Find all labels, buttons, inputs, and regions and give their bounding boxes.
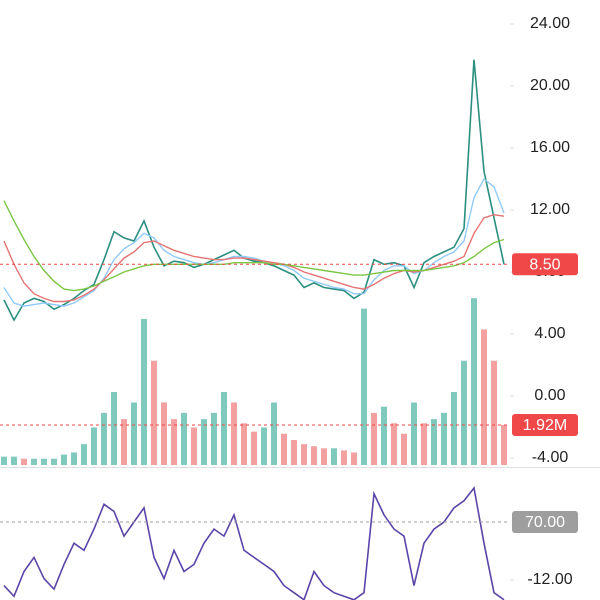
volume-bar <box>191 427 197 465</box>
volume-bar <box>1 456 7 465</box>
marker-label: 8.50 <box>529 256 560 273</box>
volume-bar <box>321 448 327 465</box>
volume-bar <box>31 458 37 465</box>
volume-bar <box>41 458 47 465</box>
marker-label: 70.00 <box>525 514 565 531</box>
volume-bar <box>231 402 237 465</box>
marker-label: 1.92M <box>523 417 567 434</box>
volume-bar <box>81 444 87 465</box>
y-tick-label: -4.00 <box>532 449 569 466</box>
volume-bar <box>171 419 177 465</box>
volume-bar <box>391 423 397 465</box>
volume-bar <box>11 456 17 465</box>
y-tick-label: 0.00 <box>534 387 565 404</box>
series-line <box>3 200 505 292</box>
marker-box <box>512 510 578 533</box>
volume-bar <box>431 419 437 465</box>
volume-bar <box>281 433 287 465</box>
volume-bar <box>501 424 507 465</box>
volume-bar <box>311 446 317 465</box>
volume-bar <box>401 433 407 465</box>
volume-bar <box>351 452 357 465</box>
volume-bar <box>221 392 227 465</box>
volume-bar <box>181 412 187 465</box>
volume-bar <box>101 412 107 465</box>
volume-bar <box>71 452 77 465</box>
y-tick-label: 16.00 <box>530 139 570 156</box>
volume-bar <box>131 402 137 465</box>
volume-bar <box>461 360 467 465</box>
volume-bar <box>331 448 337 465</box>
volume-bar <box>241 423 247 465</box>
volume-bar <box>481 329 487 465</box>
volume-bar <box>51 458 57 465</box>
y-tick-label: 12.00 <box>530 201 570 218</box>
volume-bar <box>271 402 277 465</box>
volume-bar <box>361 308 367 465</box>
series-line <box>3 486 505 600</box>
volume-bar <box>411 402 417 465</box>
volume-bar <box>491 360 497 465</box>
volume-bar <box>211 412 217 465</box>
volume-bar <box>471 298 477 465</box>
volume-bar <box>381 406 387 465</box>
marker-box <box>512 253 578 276</box>
volume-bar <box>261 427 267 465</box>
volume-bar <box>61 454 67 465</box>
volume-bar <box>151 360 157 465</box>
volume-bar <box>201 419 207 465</box>
y-tick-label: 20.00 <box>530 77 570 94</box>
volume-bar <box>301 444 307 465</box>
volume-bar <box>341 450 347 465</box>
volume-bar <box>21 458 27 465</box>
volume-bar <box>121 419 127 465</box>
volume-bar <box>421 423 427 465</box>
volume-bar <box>141 319 147 465</box>
marker-box <box>512 413 578 436</box>
y-tick-label: -12.00 <box>527 571 572 588</box>
volume-bar <box>441 412 447 465</box>
volume-bar <box>451 392 457 465</box>
y-tick-label: 4.00 <box>534 325 565 342</box>
volume-bar <box>291 439 297 465</box>
volume-bar <box>371 412 377 465</box>
volume-bar <box>251 431 257 465</box>
volume-bar <box>91 427 97 465</box>
volume-bar <box>161 402 167 465</box>
volume-bar <box>111 392 117 465</box>
y-tick-label: 24.00 <box>530 15 570 32</box>
